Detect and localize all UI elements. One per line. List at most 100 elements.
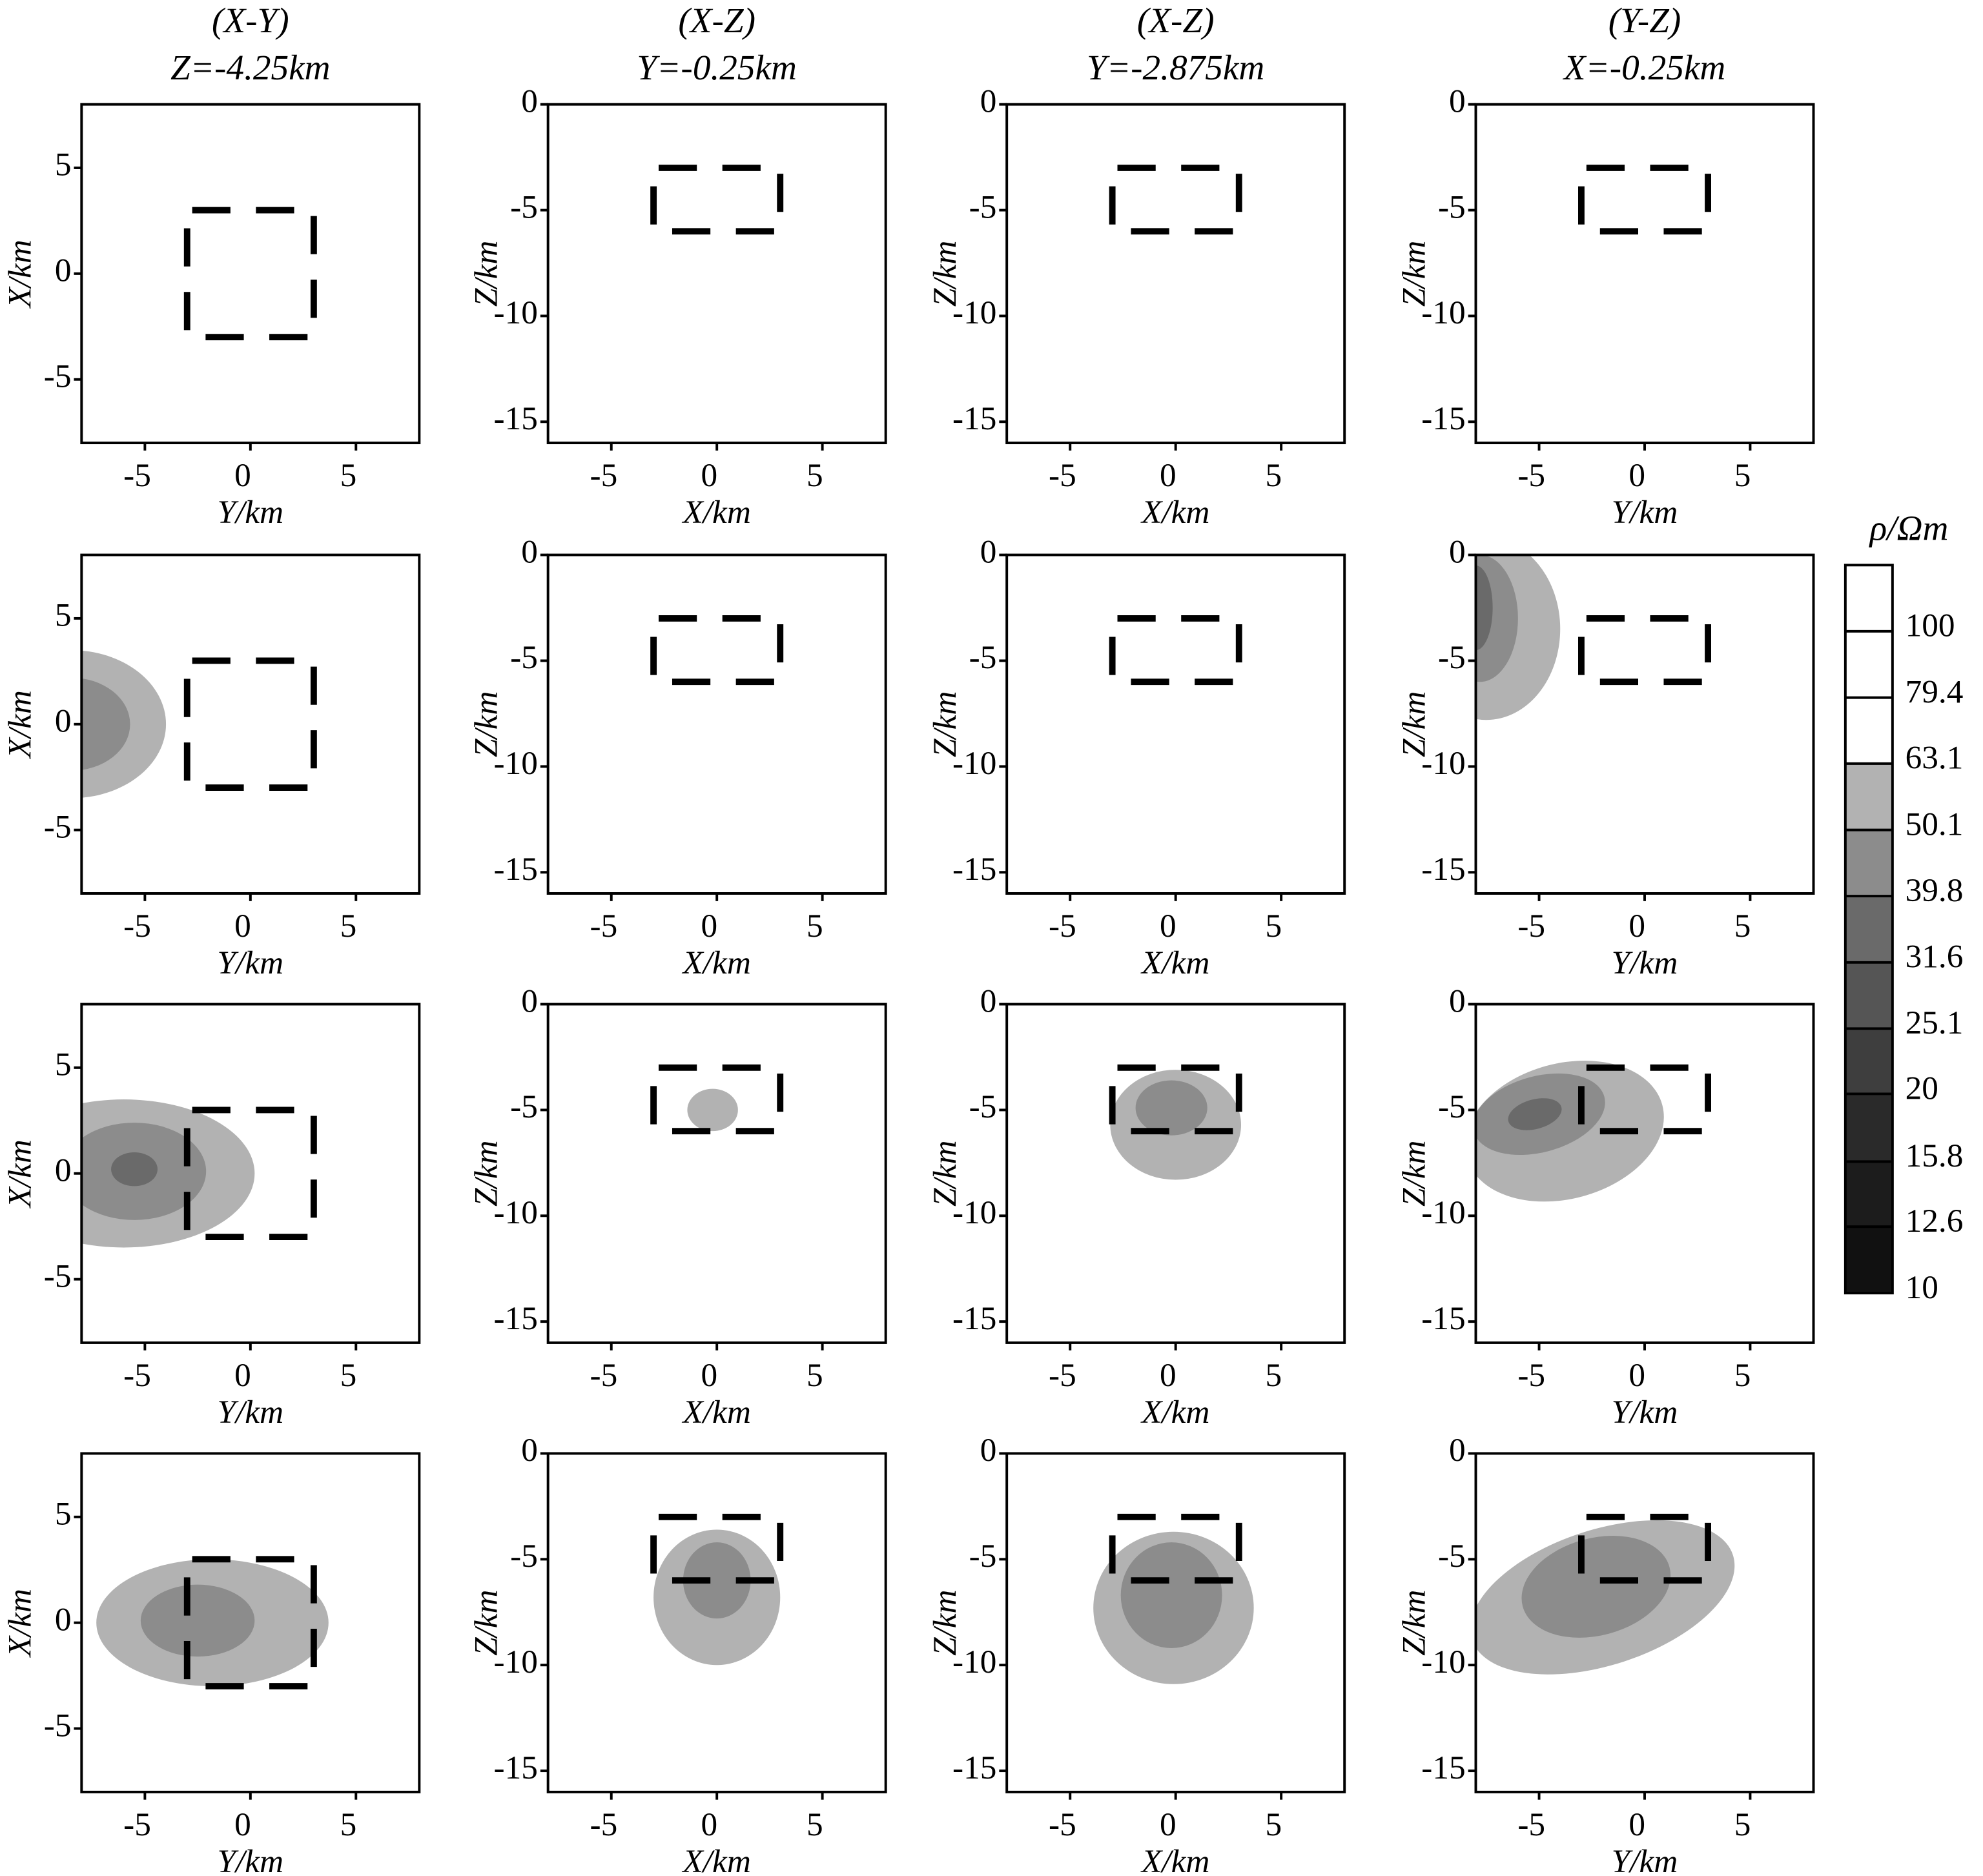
- colorbar-tick-label: 63.1: [1906, 740, 1964, 777]
- y-tick-label: -5: [1438, 1088, 1466, 1125]
- x-tick-label: 0: [1629, 908, 1645, 944]
- y-tick-label: -10: [952, 1644, 996, 1680]
- panel: -5 0 5-15-10-50Y/kmZ/km: [1395, 533, 1815, 981]
- y-axis-label: Z/km: [927, 241, 963, 307]
- y-tick-label: 0: [1449, 83, 1466, 119]
- x-tick-label: -5: [590, 908, 618, 944]
- y-tick-label: 0: [55, 1601, 72, 1638]
- contour-region: [1521, 1536, 1671, 1638]
- y-axis-label: Z/km: [468, 691, 505, 757]
- x-axis-label: Y/km: [1612, 494, 1678, 531]
- x-axis-label: Y/km: [218, 1843, 284, 1876]
- anomaly-outline: [1109, 1064, 1242, 1135]
- column-subtitle: Y=-2.875km: [1087, 48, 1264, 87]
- plot-frame: [1005, 553, 1346, 895]
- plot-area: [81, 650, 167, 798]
- anomaly-outline: [1109, 615, 1242, 686]
- x-tick-label: 5: [340, 457, 357, 494]
- contour-region: [1135, 1080, 1207, 1136]
- anomaly-outline: [1577, 165, 1711, 235]
- x-tick-label: 0: [234, 1357, 251, 1394]
- x-tick-label: 5: [1265, 908, 1282, 944]
- y-tick-label: 0: [980, 983, 997, 1019]
- panel: -5 0 5-15-10-50X/kmZ/km: [927, 983, 1346, 1431]
- panel: -5 0 5 -5 0 5 Y/km X/km: [1, 553, 421, 981]
- colorbar-tick-label: 79.4: [1906, 673, 1964, 710]
- colorbar-tick-label: 15.8: [1906, 1137, 1964, 1174]
- x-tick-label: 0: [234, 457, 251, 494]
- y-tick-label: -10: [1421, 1644, 1465, 1680]
- x-tick-label: 0: [1629, 1357, 1645, 1394]
- x-axis-label: Y/km: [218, 944, 284, 981]
- x-tick-label: -5: [123, 457, 151, 494]
- panel: -5 0 5-15-10-50X/kmZ/km: [468, 983, 887, 1431]
- y-tick-label: 0: [1449, 1432, 1466, 1469]
- colorbar-tick-label: 10: [1906, 1269, 1938, 1306]
- colorbar-tick-label: 100: [1906, 607, 1955, 644]
- panel: -5 0 5-15-10-50X/kmZ/km: [927, 533, 1346, 981]
- x-tick-label: -5: [1049, 457, 1076, 494]
- x-tick-label: -5: [1049, 1806, 1076, 1843]
- x-axis-label: Y/km: [218, 1394, 284, 1431]
- y-tick-label: -15: [493, 851, 537, 888]
- y-tick-label: -15: [1421, 851, 1465, 888]
- x-axis-label: X/km: [681, 494, 750, 531]
- y-axis-label: Z/km: [1395, 241, 1432, 307]
- x-tick-label: -5: [123, 1806, 151, 1843]
- y-tick-label: -10: [493, 1644, 537, 1680]
- plot-frame: [546, 1003, 887, 1344]
- x-tick-label: 5: [1734, 908, 1751, 944]
- anomaly-outline: [650, 1064, 784, 1135]
- x-tick-label: -5: [590, 457, 618, 494]
- y-tick-label: 0: [521, 1432, 538, 1469]
- contour-region: [81, 678, 130, 770]
- panel: -5 0 5 -5 0 5 Y/km X/km (X-Y) Z=-4.25km: [1, 1, 421, 531]
- y-tick-label: -5: [1438, 189, 1466, 225]
- y-tick-label: -5: [1438, 639, 1466, 676]
- y-axis-label: X/km: [1, 1139, 38, 1208]
- y-tick-label: -5: [510, 189, 538, 225]
- colorbar-band: [1845, 1028, 1893, 1094]
- x-tick-label: 0: [1629, 1806, 1645, 1843]
- colorbar-tick-label: 31.6: [1906, 939, 1964, 975]
- x-tick-label: 0: [1160, 457, 1176, 494]
- x-tick-label: 0: [1160, 1806, 1176, 1843]
- plot-area: [687, 1088, 738, 1132]
- y-tick-label: -5: [969, 189, 997, 225]
- y-axis-label: Z/km: [927, 1140, 963, 1206]
- x-tick-label: 0: [234, 908, 251, 944]
- anomaly-outline: [650, 615, 784, 686]
- y-tick-label: 0: [1449, 983, 1466, 1019]
- y-tick-label: -5: [969, 1088, 997, 1125]
- contour-region: [1508, 1098, 1562, 1130]
- y-tick-label: -10: [493, 745, 537, 782]
- y-axis-label: Z/km: [468, 241, 505, 307]
- y-tick-label: 0: [1449, 533, 1466, 570]
- y-tick-label: -5: [969, 639, 997, 676]
- x-tick-label: 0: [1160, 1357, 1176, 1394]
- colorbar-frame: [1844, 564, 1894, 1295]
- y-tick-label: -5: [510, 1088, 538, 1125]
- y-axis-label: X/km: [1, 690, 38, 759]
- anomaly-outline: [650, 165, 784, 235]
- x-tick-label: 5: [1265, 457, 1282, 494]
- anomaly-outline: [1577, 1064, 1711, 1135]
- y-tick-label: -5: [44, 1707, 72, 1744]
- y-tick-label: -15: [1421, 1300, 1465, 1337]
- y-tick-label: 0: [521, 83, 538, 119]
- anomaly-outline: [1109, 165, 1242, 235]
- y-tick-label: -15: [493, 400, 537, 437]
- y-tick-label: -15: [952, 1300, 996, 1337]
- plot-area: [1475, 555, 1561, 720]
- panel: -5 0 5 -5 0 5 Y/km X/km: [1, 1452, 421, 1876]
- y-axis-label: Z/km: [1395, 1589, 1432, 1655]
- plot-area: [1093, 1531, 1254, 1684]
- y-tick-label: 0: [55, 252, 72, 289]
- colorbar-tick-label: 25.1: [1906, 1004, 1964, 1041]
- panel: -5 0 5-15-10-50X/kmZ/km: [927, 1432, 1346, 1876]
- x-tick-label: -5: [590, 1806, 618, 1843]
- y-tick-label: -10: [952, 294, 996, 331]
- y-axis-label: Z/km: [1395, 691, 1432, 757]
- x-tick-label: -5: [1517, 1357, 1545, 1394]
- y-axis-label: Z/km: [1395, 1140, 1432, 1206]
